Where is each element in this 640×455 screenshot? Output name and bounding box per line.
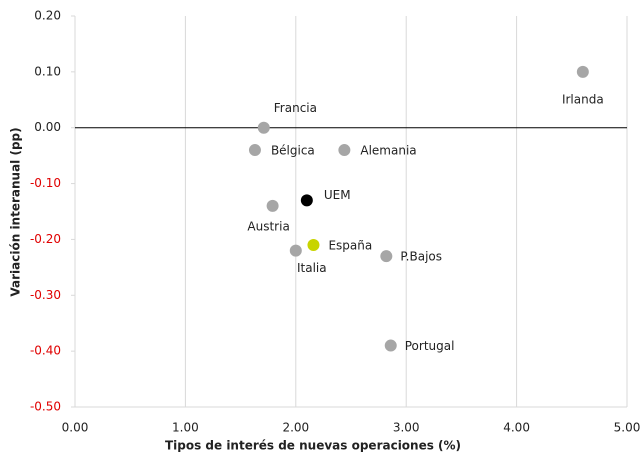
y-tick-label: -0.10 (30, 176, 61, 190)
point (338, 144, 351, 157)
point-label: Francia (274, 101, 317, 115)
point-label: Austria (247, 219, 289, 233)
point-label: UEM (324, 188, 351, 202)
x-tick-label: 3.00 (393, 421, 420, 435)
point (300, 194, 313, 207)
point (266, 199, 279, 212)
y-tick-label: 0.00 (34, 120, 61, 134)
point (380, 250, 393, 263)
point-label: Italia (297, 261, 327, 275)
point-label: P.Bajos (400, 250, 442, 264)
point-label: Alemania (360, 144, 416, 158)
x-tick-label: 4.00 (503, 421, 530, 435)
x-tick-label: 2.00 (282, 421, 309, 435)
y-tick-label: -0.40 (30, 344, 61, 358)
point-label: Irlanda (562, 92, 604, 106)
y-tick-label: -0.30 (30, 288, 61, 302)
x-tick-label: 5.00 (614, 421, 640, 435)
y-tick-label: -0.20 (30, 232, 61, 246)
point-label: Portugal (405, 339, 455, 353)
point (257, 121, 270, 134)
x-tick-label: 0.00 (62, 421, 89, 435)
x-tick-label: 1.00 (172, 421, 199, 435)
point-label: España (328, 239, 372, 253)
point (384, 339, 397, 352)
y-tick-label: 0.20 (34, 9, 61, 23)
y-tick-label: -0.50 (30, 400, 61, 414)
x-axis-label: Tipos de interés de nuevas operaciones (… (165, 439, 461, 453)
point (289, 244, 302, 257)
y-tick-label: 0.10 (34, 64, 61, 78)
point (576, 65, 589, 78)
point (307, 239, 320, 252)
point (248, 144, 261, 157)
point-label: Bélgica (271, 144, 315, 158)
y-axis-label: Variación interanual (pp) (9, 127, 23, 296)
